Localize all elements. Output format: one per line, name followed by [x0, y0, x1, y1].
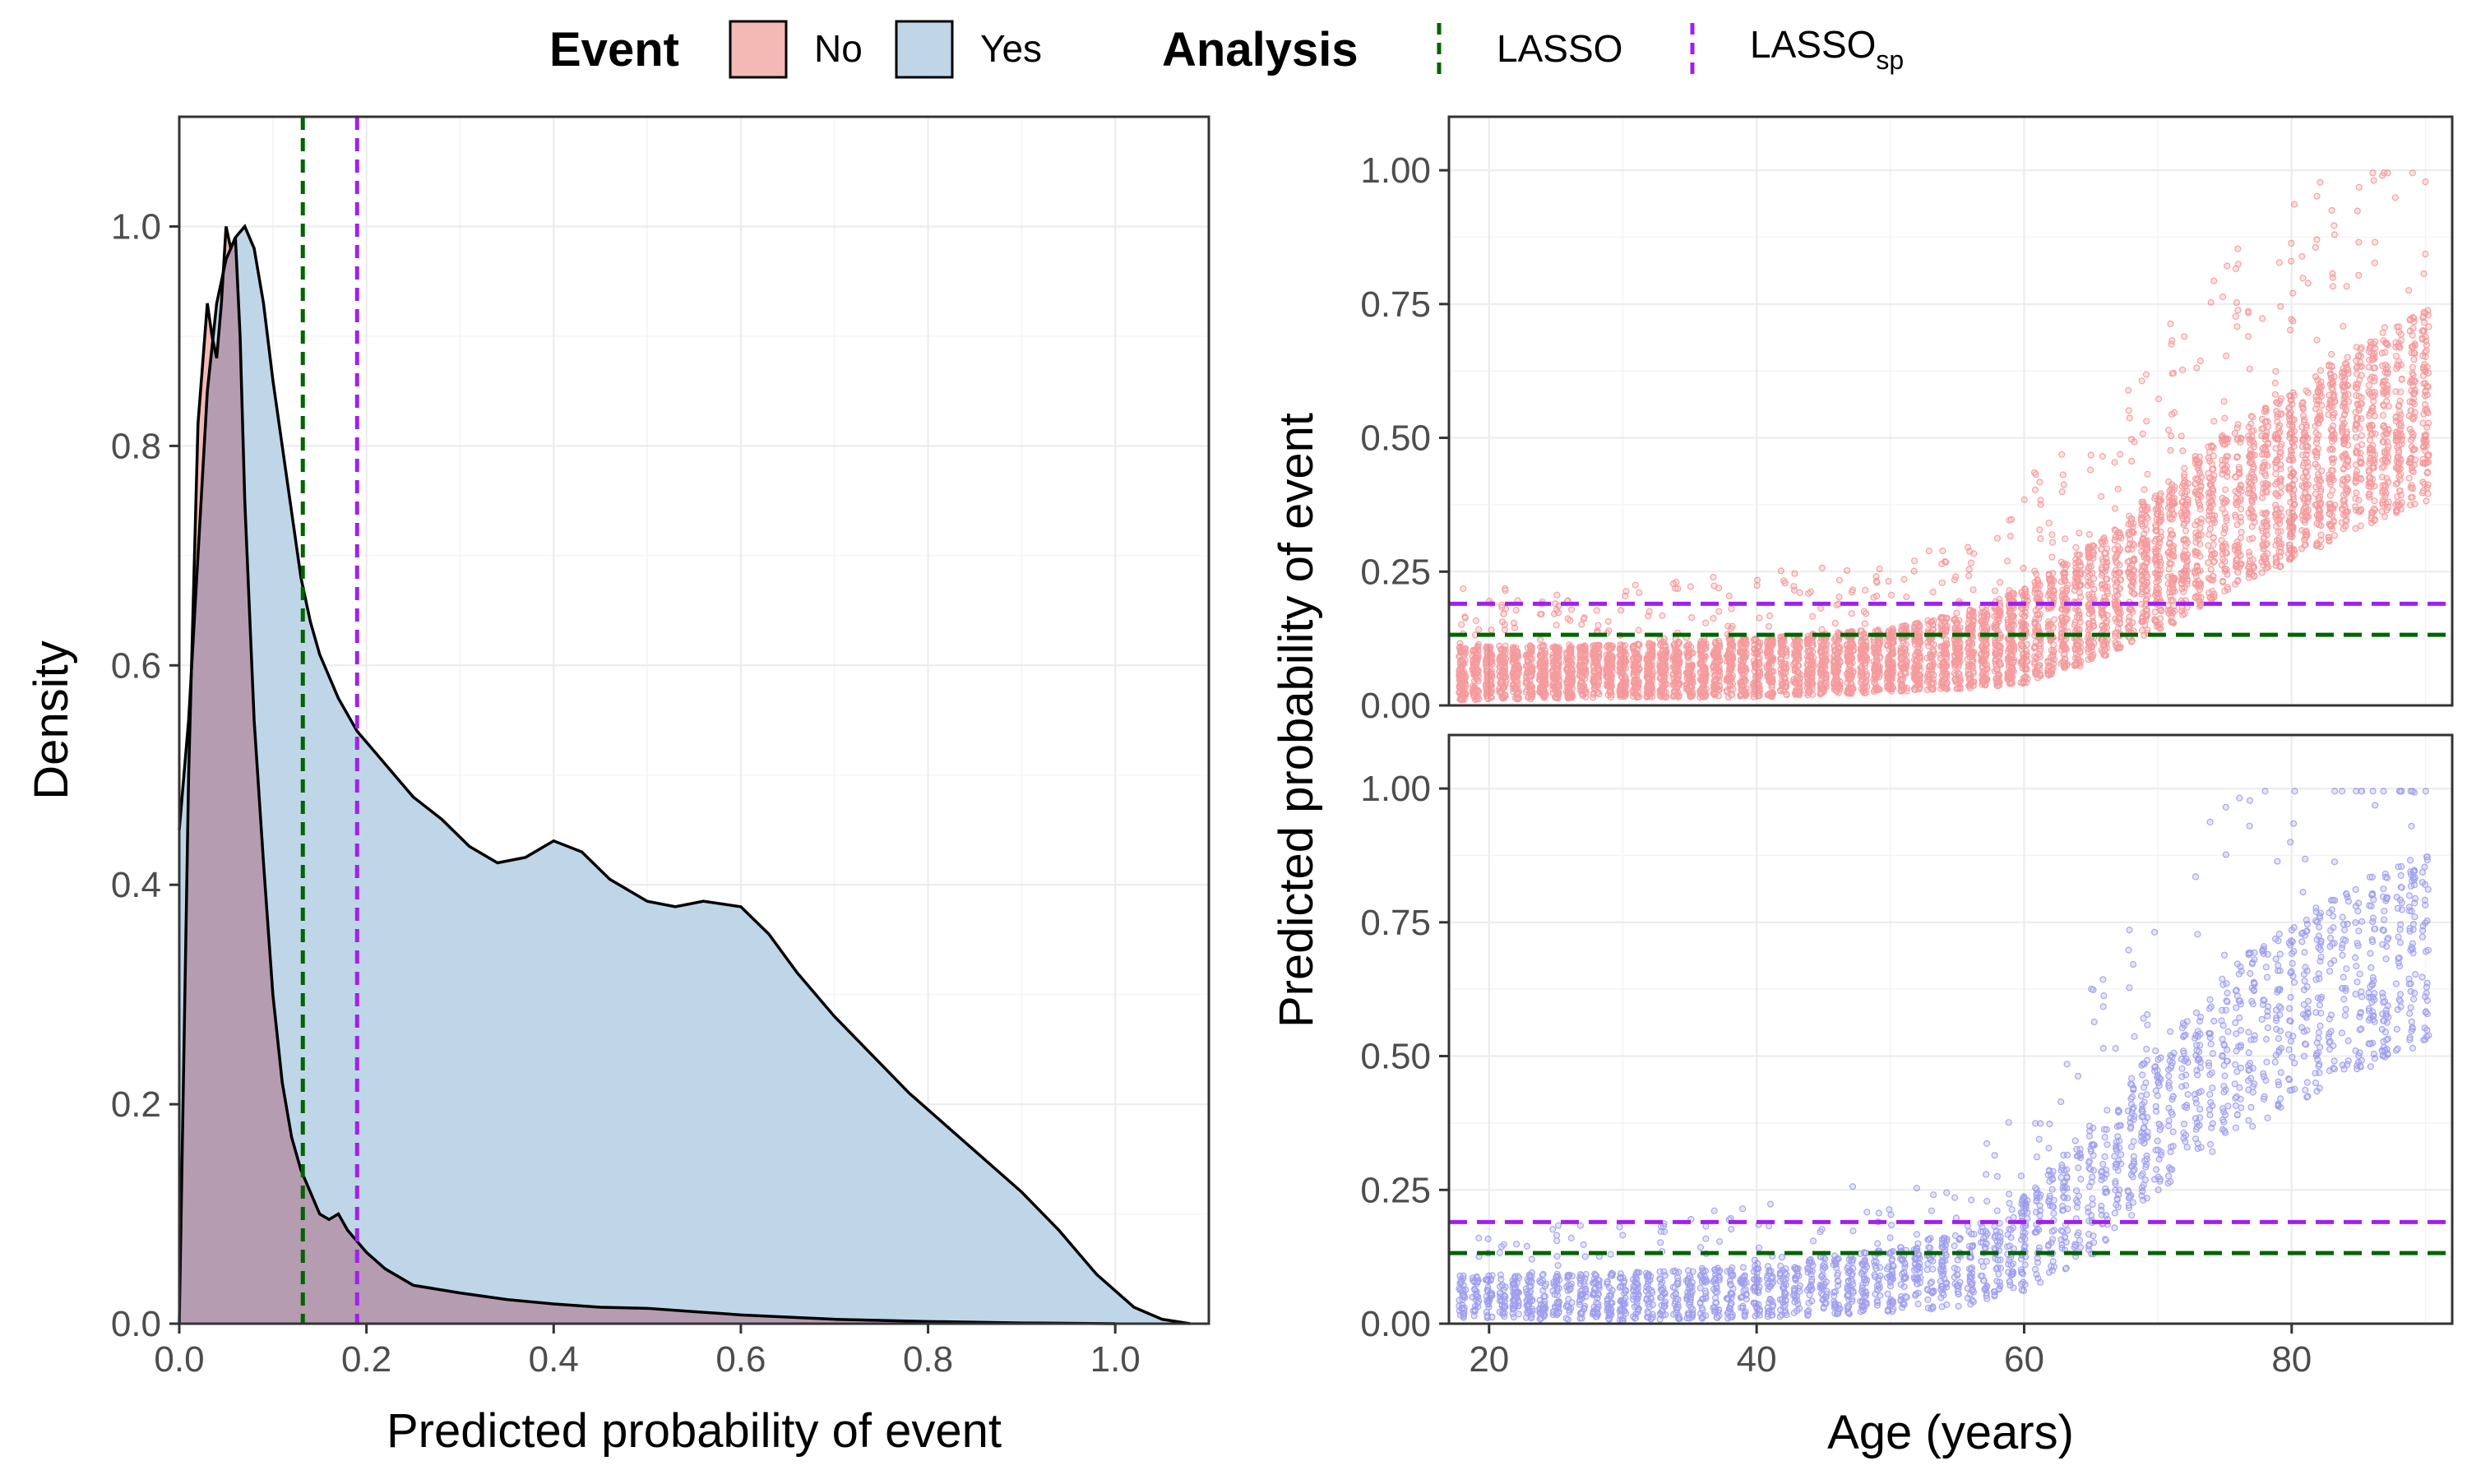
density-y-tick-label: 0.8: [111, 426, 161, 466]
density-panel-border: [178, 115, 1210, 1325]
scatter-y-tick-label: 0.00: [1360, 686, 1431, 726]
density-area-overlap: [179, 237, 1191, 1324]
density-y-ticks: 0.0 0.2 0.4 0.6 0.8 1.0: [111, 206, 179, 1344]
density-areas: [178, 224, 1191, 1325]
density-x-tick-label: 0.2: [341, 1339, 391, 1380]
legend-label-lasso-main: LASSO: [1497, 27, 1622, 70]
density-line-yes: [178, 224, 1191, 1325]
scatter-y-tick-label: 0.75: [1360, 284, 1431, 325]
density-x-tick-label: 1.0: [1090, 1339, 1141, 1380]
scatter-y-axis-title: Predicted probability of event: [1270, 413, 1323, 1028]
density-line-no: [178, 226, 1116, 1325]
density-x-tick-label: 0.0: [154, 1339, 204, 1380]
density-x-axis-title: Predicted probability of event: [386, 1404, 1002, 1458]
density-y-tick-label: 0.6: [111, 645, 161, 686]
legend-label-lasso: LASSO: [1497, 27, 1622, 70]
scatter-y-tick-label: 0.50: [1360, 1037, 1431, 1077]
legend-label-no: No: [814, 27, 863, 70]
scatter-y-tick-label: 0.75: [1360, 903, 1431, 943]
scatter-x-axis-title: Age (years): [1827, 1406, 2074, 1459]
density-panel: 0.0 0.2 0.4 0.6 0.8 1.0 0.0 0.2 0.4 0.6 0.8 1.0 Pr…: [25, 115, 1210, 1458]
legend-label-lassosp-main: LASSO: [1750, 23, 1876, 66]
scatter-y-tick-label: 0.00: [1360, 1304, 1431, 1344]
legend-key-yes: [895, 20, 954, 79]
scatter-points: [1456, 788, 2432, 1325]
legend-key-no: [729, 20, 788, 79]
legend-label-lassosp-sub: sp: [1876, 45, 1904, 75]
density-x-ticks: 0.0 0.2 0.4 0.6 0.8 1.0: [154, 1324, 1141, 1380]
density-x-tick-label: 0.6: [715, 1339, 766, 1380]
scatter-y-tick-label: 0.25: [1360, 1170, 1431, 1210]
scatter-yes-points: [1456, 788, 2432, 1325]
scatter-no-panel-border: [1447, 115, 2454, 707]
density-area-yes: [179, 226, 1191, 1324]
density-y-tick-label: 0.0: [111, 1304, 161, 1344]
scatter-no-points: [1456, 169, 2432, 704]
density-y-tick-label: 1.0: [111, 206, 161, 247]
density-threshold-lines: [300, 117, 359, 1324]
density-y-axis-title: Density: [25, 640, 78, 799]
legend-analysis-title: Analysis: [1162, 23, 1358, 76]
scatter-y-tick-label: 0.25: [1360, 552, 1431, 592]
density-x-tick-label: 0.4: [529, 1339, 579, 1380]
density-x-tick-label: 0.8: [903, 1339, 953, 1380]
scatter-yes-threshold-lines: [1449, 1219, 2452, 1255]
legend-label-lassosp: LASSOsp: [1750, 23, 1904, 75]
scatter-yes-x-ticks: 20 40 60 80: [1469, 1324, 2312, 1380]
scatter-no-y-ticks: 0.00 0.25 0.50 0.75 1.00: [1360, 150, 1449, 726]
scatter-no-gridlines: [1449, 117, 2452, 706]
scatter-y-tick-label: 1.00: [1360, 150, 1431, 191]
scatter-yes-y-ticks: 0.00 0.25 0.50 0.75 1.00: [1360, 769, 1449, 1344]
legend: Event No Yes Analysis LASSO LASSOsp: [549, 20, 1904, 79]
density-y-tick-label: 0.4: [111, 865, 161, 905]
legend-event-title: Event: [549, 23, 679, 76]
scatter-panel-yes: 0.00 0.25 0.50 0.75 1.00 20 40 60 80: [1360, 733, 2454, 1380]
scatter-x-tick-label: 40: [1737, 1339, 1777, 1380]
scatter-x-tick-label: 60: [2004, 1339, 2044, 1380]
density-y-tick-label: 0.2: [111, 1084, 161, 1125]
scatter-x-tick-label: 20: [1469, 1339, 1509, 1380]
scatter-y-tick-label: 0.50: [1360, 418, 1431, 459]
legend-label-yes: Yes: [980, 27, 1042, 70]
scatter-points: [1456, 169, 2432, 704]
scatter-yes-gridlines: [1449, 735, 2452, 1325]
scatter-yes-panel-border: [1447, 733, 2454, 1325]
scatter-x-tick-label: 80: [2271, 1339, 2312, 1380]
scatter-y-tick-label: 1.00: [1360, 769, 1431, 809]
scatter-panel-no: 0.00 0.25 0.50 0.75 1.00: [1360, 115, 2454, 726]
